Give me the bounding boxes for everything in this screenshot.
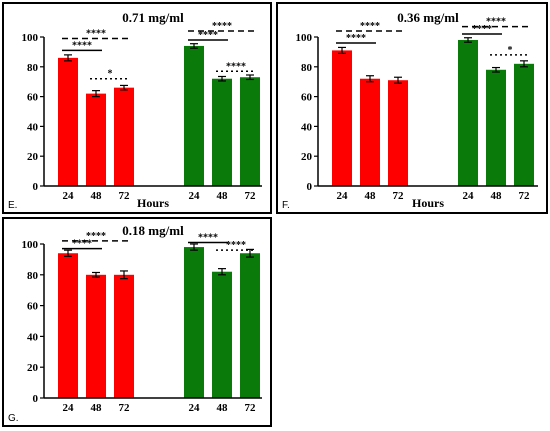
bar-green-24h [458, 39, 478, 187]
y-tick-label: 100 [22, 239, 39, 251]
x-tick-label: 24 [189, 190, 201, 202]
significance-label: **** [72, 239, 92, 250]
y-tick-label: 40 [27, 121, 39, 133]
significance-label: * [508, 45, 513, 56]
bar-red-24h [58, 57, 78, 186]
x-axis-label: Hours [412, 196, 444, 210]
bar-red-48h [360, 78, 380, 186]
y-tick-label: 60 [301, 92, 313, 104]
x-tick-label: 24 [189, 402, 201, 414]
y-tick-label: 100 [296, 32, 313, 44]
significance-label: **** [86, 28, 106, 39]
chart-title: 0.71 mg/ml [122, 10, 184, 25]
bar-red-72h [114, 87, 134, 186]
x-tick-label: 24 [463, 190, 475, 202]
x-tick-label: 48 [217, 190, 229, 202]
significance-label: **** [86, 231, 106, 242]
chart-panel-e: 0.71 mg/ml 24 48 72 24 48 72 0 20 40 60 80 100 **** **… [2, 2, 272, 214]
y-tick-label: 20 [27, 151, 39, 163]
bar-green-72h [240, 253, 260, 398]
bar-red-48h [86, 274, 106, 398]
y-tick-label: 0 [33, 181, 39, 193]
panel-label: G. [8, 413, 19, 424]
bar-red-24h [58, 253, 78, 398]
x-tick-label: 48 [91, 190, 103, 202]
x-tick-label: 72 [393, 190, 405, 202]
bar-green-72h [514, 63, 534, 186]
chart-panel-f: 0.36 mg/ml 24 48 72 24 48 72 0 20 40 60 80 100 **** **… [276, 2, 548, 214]
x-tick-label: 72 [119, 190, 131, 202]
significance-label: **** [226, 240, 246, 251]
significance-label: * [108, 69, 113, 80]
y-tick-label: 80 [27, 62, 39, 74]
panel-label: F. [282, 200, 290, 211]
y-tick-label: 40 [27, 331, 39, 343]
y-tick-label: 0 [33, 393, 39, 405]
y-tick-label: 80 [27, 270, 39, 282]
chart-title: 0.36 mg/ml [397, 10, 459, 25]
x-tick-label: 72 [245, 190, 257, 202]
significance-label: **** [472, 24, 492, 35]
bar-green-48h [212, 78, 232, 186]
bar-green-24h [184, 45, 204, 186]
y-tick-label: 100 [22, 32, 39, 44]
x-tick-label: 48 [91, 402, 103, 414]
x-tick-label: 72 [119, 402, 131, 414]
significance-label: **** [360, 21, 380, 32]
significance-label: **** [346, 33, 366, 44]
x-tick-label: 24 [337, 190, 349, 202]
significance-label: **** [486, 17, 506, 28]
y-tick-label: 20 [27, 362, 39, 374]
x-tick-label: 24 [63, 402, 75, 414]
y-tick-label: 0 [307, 181, 313, 193]
chart-title: 0.18 mg/ml [122, 223, 184, 238]
bar-green-72h [240, 77, 260, 186]
significance-label: **** [212, 21, 232, 32]
y-tick-label: 40 [301, 121, 313, 133]
x-tick-label: 72 [519, 190, 531, 202]
x-tick-label: 48 [217, 402, 229, 414]
y-tick-label: 80 [301, 62, 313, 74]
significance-label: **** [198, 30, 218, 41]
bar-green-48h [486, 69, 506, 186]
significance-label: **** [72, 40, 92, 51]
significance-label: **** [198, 232, 218, 243]
bar-red-24h [332, 50, 352, 186]
x-tick-label: 48 [491, 190, 503, 202]
bar-red-48h [86, 93, 106, 186]
x-axis-label: Hours [137, 196, 169, 210]
panel-label: E. [8, 200, 17, 211]
bar-green-48h [212, 271, 232, 398]
x-tick-label: 48 [365, 190, 377, 202]
y-tick-label: 60 [27, 92, 39, 104]
y-tick-label: 20 [301, 151, 313, 163]
bar-green-24h [184, 247, 204, 398]
chart-panel-g: 0.18 mg/ml 24 48 72 24 48 72 0 20 40 60 80 100 **** **… [2, 217, 272, 427]
bar-red-72h [114, 274, 134, 398]
x-tick-label: 24 [63, 190, 75, 202]
bar-red-72h [388, 80, 408, 186]
y-tick-label: 60 [27, 301, 39, 313]
x-tick-label: 72 [245, 402, 257, 414]
significance-label: **** [226, 61, 246, 72]
